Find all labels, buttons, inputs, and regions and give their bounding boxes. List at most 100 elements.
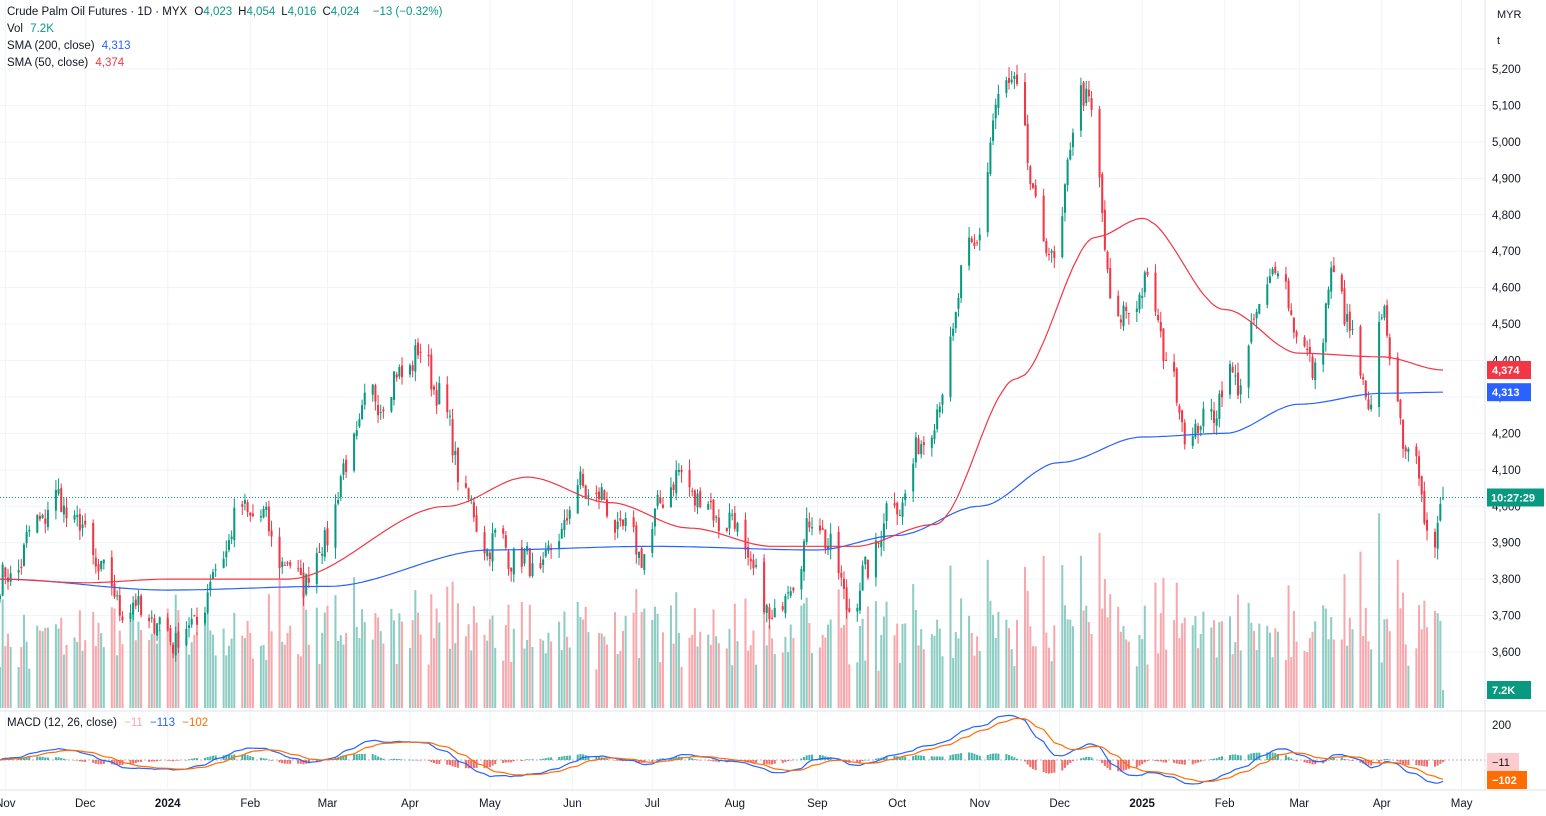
macd-histogram-bar <box>416 760 420 761</box>
candle-body <box>621 519 625 526</box>
candle-body <box>36 514 39 533</box>
volume-bar <box>1165 649 1168 708</box>
candle-body <box>1141 295 1144 298</box>
volume-bar <box>1063 605 1066 708</box>
symbol-title[interactable]: Crude Palm Oil Futures · 1D · MYX <box>7 6 188 18</box>
candle-body <box>246 502 249 513</box>
candle-body <box>134 599 137 606</box>
volume-bar <box>792 638 795 708</box>
volume-bar <box>446 586 449 708</box>
macd-histogram-bar <box>763 760 766 764</box>
candle-body <box>528 548 531 577</box>
candle-body <box>382 409 385 412</box>
candle-body <box>243 500 246 504</box>
candle-body <box>632 517 635 527</box>
ohlc-l: L4,016 <box>281 6 317 18</box>
macd-histogram-bar <box>408 759 412 761</box>
macd-histogram-bar <box>1127 760 1130 769</box>
candle-body <box>467 488 470 500</box>
candle-body <box>358 419 361 427</box>
volume-bar <box>1053 625 1056 708</box>
volume-bar <box>134 640 137 708</box>
volume-bar <box>25 641 28 708</box>
macd-histogram-bar <box>1407 760 1410 766</box>
macd-legend[interactable]: MACD (12, 26, close) −11 −113 −102 <box>7 715 212 732</box>
volume-bar <box>411 620 414 708</box>
macd-histogram-bar <box>563 755 566 760</box>
candle-body <box>584 485 587 499</box>
volume-bar <box>222 628 225 708</box>
volume-bar <box>214 655 217 708</box>
candle-body <box>763 562 766 613</box>
candle-body <box>856 607 859 612</box>
volume-bar <box>544 653 547 708</box>
macd-histogram-bar <box>885 756 888 760</box>
candle-body <box>1290 310 1293 315</box>
candle-body <box>345 459 348 472</box>
volume-bar <box>251 658 254 708</box>
macd-histogram-bar <box>278 760 281 763</box>
macd-histogram-bar <box>1013 757 1016 760</box>
volume-bar <box>688 637 691 708</box>
macd-histogram-bar <box>1173 760 1176 763</box>
volume-bar <box>579 616 582 708</box>
volume-bar <box>957 638 960 708</box>
volume-bar <box>1103 579 1106 708</box>
macd-line-value: −113 <box>150 717 176 729</box>
volume-bar <box>1029 626 1032 708</box>
candle-body <box>140 595 143 616</box>
volume-bar <box>172 642 175 708</box>
candle-body <box>321 553 324 556</box>
candle-body <box>451 419 454 456</box>
candle-body <box>0 595 2 600</box>
macd-histogram-bar <box>954 753 957 760</box>
volume-bar <box>1322 605 1325 708</box>
volume-bar <box>773 654 776 708</box>
volume-bar <box>454 643 457 708</box>
macd-histogram-bar <box>20 758 23 760</box>
volume-bar <box>246 620 249 708</box>
macd-histogram-bar <box>566 755 569 760</box>
macd-histogram-bar <box>1221 756 1224 760</box>
macd-histogram-bar <box>613 760 617 761</box>
volume-bar <box>1199 633 1202 708</box>
macd-histogram-bar <box>377 756 380 760</box>
volume-bar <box>960 598 963 708</box>
volume-bar <box>1388 631 1391 708</box>
macd-histogram-bar <box>382 758 385 760</box>
volume-bar <box>613 612 617 708</box>
macd-histogram-bar <box>1117 760 1120 772</box>
sma50-legend[interactable]: SMA (50, close) 4,374 <box>7 55 128 72</box>
macd-histogram-bar <box>454 760 457 767</box>
price-tick: 3,800 <box>1492 574 1521 586</box>
volume-bar <box>1157 653 1160 708</box>
volume-bar <box>640 611 643 708</box>
volume-bar <box>1295 641 1298 708</box>
volume-bar <box>78 610 81 708</box>
macd-histogram-bar <box>1157 760 1160 762</box>
volume-bar <box>896 623 899 708</box>
candle-body <box>504 535 507 548</box>
candle-body <box>587 495 590 497</box>
volume-legend[interactable]: Vol 7.2K <box>7 21 58 38</box>
macd-histogram-bar <box>1423 760 1426 767</box>
macd-histogram-bar <box>587 755 590 760</box>
macd-histogram-bar <box>528 759 531 761</box>
sma200-legend[interactable]: SMA (200, close) 4,313 <box>7 38 135 55</box>
candle-body <box>1252 318 1255 320</box>
volume-bar <box>374 612 377 708</box>
macd-histogram-bar <box>246 755 249 760</box>
macd-histogram-bar <box>1005 754 1008 760</box>
volume-bar <box>1250 622 1253 708</box>
candle-body <box>265 506 268 510</box>
volume-bar <box>1231 654 1234 708</box>
candle-body <box>267 506 270 532</box>
macd-histogram-bar <box>989 754 992 760</box>
candle-body <box>1436 522 1439 549</box>
candle-body <box>323 530 326 557</box>
macd-histogram-bar <box>1351 760 1354 761</box>
volume-bar <box>510 661 513 708</box>
candle-body <box>1268 276 1271 283</box>
volume-bar <box>448 648 451 708</box>
